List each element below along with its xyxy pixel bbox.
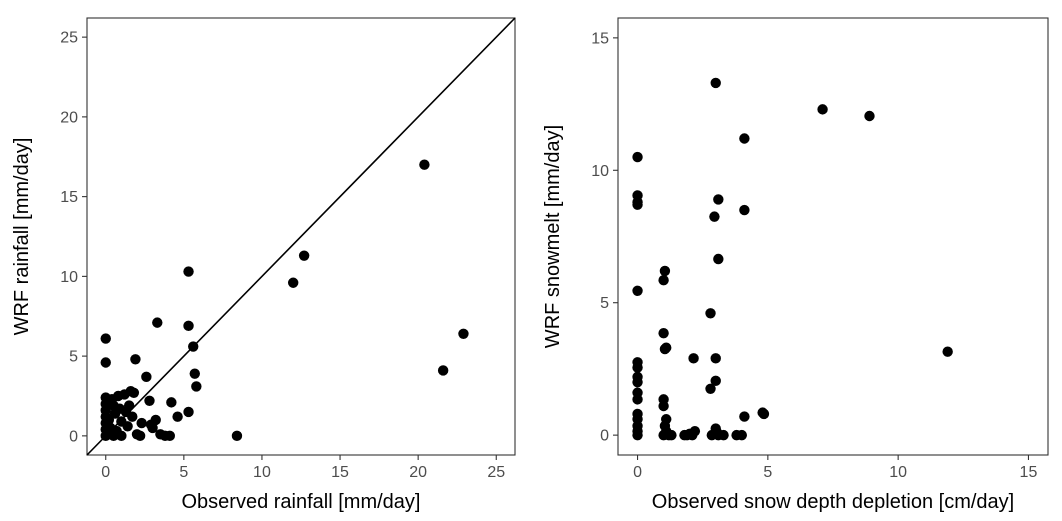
rainfall-y-tick-label: 15 <box>60 189 78 206</box>
snowmelt-data-point <box>689 425 701 437</box>
rainfall-data-point <box>136 417 147 429</box>
snowmelt-x-axis-title: Observed snow depth depletion [cm/day] <box>652 491 1014 513</box>
snowmelt-data-point <box>632 151 643 163</box>
rainfall-y-tick-label: 0 <box>69 428 78 445</box>
snowmelt-data-point <box>632 199 643 210</box>
snowmelt-data-point <box>817 104 828 115</box>
snowmelt-data-point <box>658 400 669 412</box>
snowmelt-data-point <box>713 194 724 205</box>
snowmelt-data-point <box>758 408 770 420</box>
rainfall-data-point <box>189 368 200 379</box>
rainfall-data-point <box>183 266 194 277</box>
snowmelt-data-point <box>713 253 724 265</box>
rainfall-data-point <box>100 333 111 344</box>
rainfall-data-point <box>147 422 158 434</box>
snowmelt-data-point <box>632 429 643 441</box>
rainfall-data-point <box>116 430 127 442</box>
rainfall-data-point <box>103 414 115 426</box>
rainfall-data-point <box>144 395 155 406</box>
rainfall-y-axis-title: WRF rainfall [mm/day] <box>11 138 33 336</box>
snowmelt-data-point <box>659 265 671 277</box>
snowmelt-y-tick-label: 10 <box>591 163 609 180</box>
snowmelt-data-point <box>739 133 750 144</box>
rainfall-data-point <box>287 277 299 288</box>
snowmelt-data-point <box>632 376 643 388</box>
snowmelt-data-point <box>710 77 721 89</box>
rainfall-x-axis-title: Observed rainfall [mm/day] <box>182 491 421 513</box>
snowmelt-data-point <box>739 411 750 422</box>
rainfall-data-point <box>458 328 469 339</box>
rainfall-data-point <box>166 397 177 408</box>
rainfall-data-point <box>437 365 449 376</box>
snowmelt-panel: 0 5 10 15 0 5 10 15 Observed snow depth depletio… <box>542 17 1049 513</box>
rainfall-data-point <box>298 250 310 261</box>
rainfall-data-point <box>419 159 430 170</box>
rainfall-data-point <box>191 381 202 392</box>
rainfall-data-point <box>127 411 138 422</box>
rainfall-data-point <box>183 320 194 332</box>
rainfall-data-point <box>134 430 146 442</box>
snowmelt-data-point <box>942 346 953 357</box>
snowmelt-data-point <box>658 275 669 286</box>
snowmelt-data-point <box>710 375 721 387</box>
rainfall-data-point <box>123 400 135 411</box>
snowmelt-data-point <box>718 429 729 441</box>
rainfall-data-point <box>122 421 133 432</box>
rainfall-y-tick-label: 25 <box>60 30 78 47</box>
rainfall-y-tick-label: 5 <box>69 349 78 366</box>
snowmelt-y-axis-title: WRF snowmelt [mm/day] <box>542 125 564 348</box>
snowmelt-panel-border <box>617 17 1049 456</box>
rainfall-panel: 0 5 10 15 20 25 0 5 10 15 20 25 Observed rainfall [m… <box>11 17 516 513</box>
snowmelt-data-point <box>864 110 875 122</box>
rainfall-x-tick-label: 15 <box>331 464 349 481</box>
rainfall-x-tick-label: 20 <box>409 464 427 481</box>
rainfall-x-tick-label: 25 <box>487 464 505 481</box>
snowmelt-data-point <box>661 342 672 353</box>
snowmelt-data-point <box>658 327 669 339</box>
rainfall-panel-border <box>86 17 516 456</box>
snowmelt-data-point <box>705 308 716 319</box>
snowmelt-data-point <box>632 362 643 373</box>
rainfall-data-point <box>183 406 194 418</box>
snowmelt-y-tick-label: 5 <box>600 295 609 312</box>
rainfall-data-point <box>150 414 161 426</box>
snowmelt-x-tick-label: 0 <box>633 464 642 481</box>
snowmelt-data-point <box>710 353 721 364</box>
rainfall-y-tick-label: 20 <box>60 109 78 126</box>
rainfall-data-point <box>100 357 111 368</box>
snowmelt-data-point <box>709 211 720 222</box>
snowmelt-x-tick-label: 10 <box>889 464 907 481</box>
rainfall-x-tick-label: 5 <box>179 464 188 481</box>
snowmelt-y-tick-label: 15 <box>591 30 609 47</box>
rainfall-x-tick-label: 0 <box>101 464 110 481</box>
rainfall-data-point <box>231 430 243 442</box>
snowmelt-x-tick-label: 5 <box>763 464 772 481</box>
snowmelt-data-point <box>739 204 750 216</box>
rainfall-data-point <box>164 430 175 442</box>
rainfall-y-tick-label: 10 <box>60 269 78 286</box>
snowmelt-y-tick-label: 0 <box>600 428 609 445</box>
snowmelt-data-point <box>688 353 699 364</box>
snowmelt-data-point <box>666 429 677 441</box>
rainfall-data-point <box>130 354 141 365</box>
snowmelt-data-point <box>632 285 643 296</box>
rainfall-data-point <box>188 341 199 352</box>
snowmelt-x-tick-label: 15 <box>1020 464 1038 481</box>
rainfall-data-point <box>172 411 183 422</box>
snowmelt-data-point <box>736 429 747 441</box>
rainfall-data-point <box>141 371 152 383</box>
rainfall-data-point <box>152 317 163 328</box>
snowmelt-data-point <box>632 394 643 405</box>
rainfall-reference-line <box>86 17 516 456</box>
snowmelt-data-point <box>705 383 716 394</box>
rainfall-data-point <box>128 387 140 398</box>
rainfall-x-tick-label: 10 <box>253 464 271 481</box>
